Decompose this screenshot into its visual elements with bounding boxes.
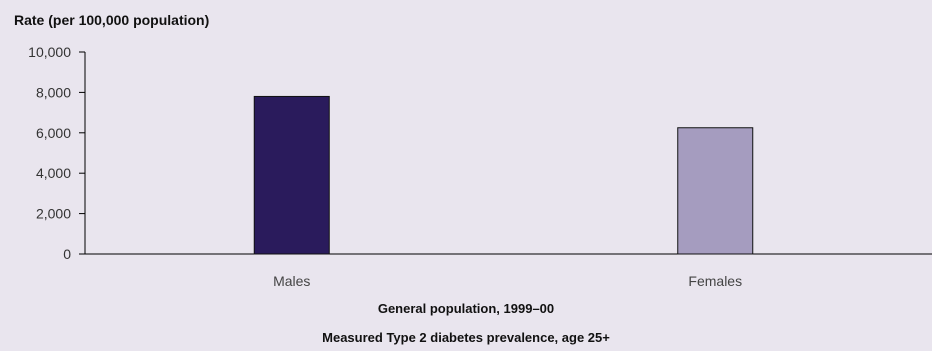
x-tick-label-males: Males bbox=[273, 273, 310, 289]
y-axis-label: Rate (per 100,000 population) bbox=[14, 12, 209, 28]
y-tick-label: 0 bbox=[63, 246, 71, 262]
bars bbox=[253, 95, 754, 255]
x-tick-label-females: Females bbox=[688, 273, 742, 289]
bar-females bbox=[677, 127, 754, 255]
x-axis-title: General population, 1999–00 bbox=[378, 301, 554, 316]
chart-caption: Measured Type 2 diabetes prevalence, age… bbox=[322, 330, 610, 345]
y-tick-label: 8,000 bbox=[36, 84, 71, 100]
y-tick-label: 2,000 bbox=[36, 206, 71, 222]
x-axis-labels: Males Females bbox=[273, 273, 742, 289]
y-tick-label: 10,000 bbox=[28, 44, 71, 60]
y-tick-label: 4,000 bbox=[36, 165, 71, 181]
y-axis: 0 2,000 4,000 6,000 8,000 10,000 bbox=[28, 44, 932, 262]
y-tick-label: 6,000 bbox=[36, 125, 71, 141]
bar-males bbox=[253, 95, 330, 255]
